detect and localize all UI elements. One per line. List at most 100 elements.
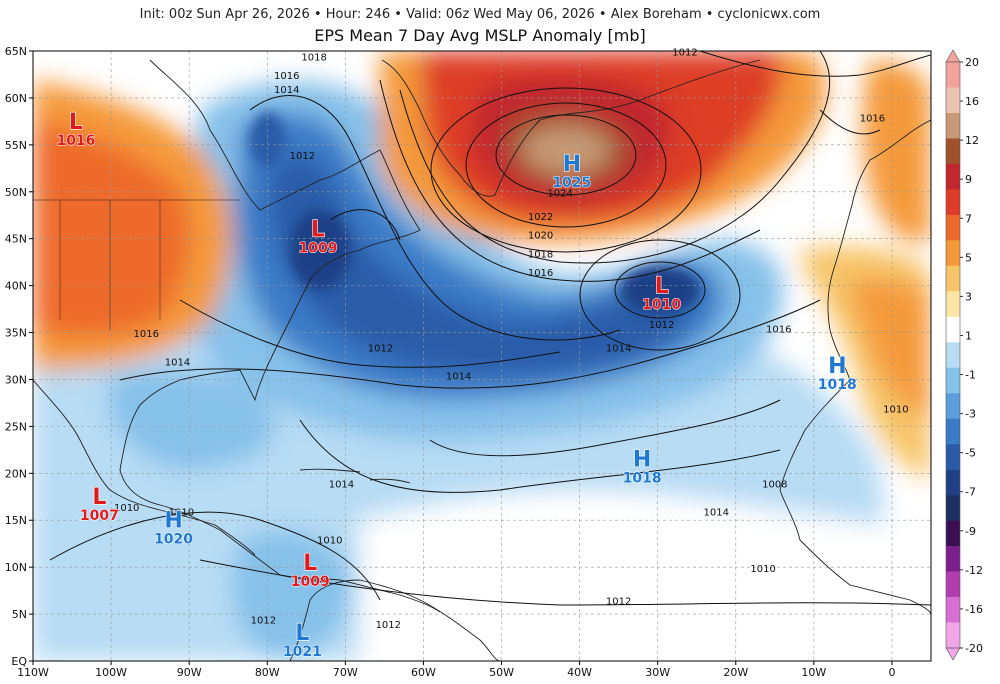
lat-tick-label: 5N xyxy=(12,608,27,621)
isobar-label: 1014 xyxy=(704,508,729,519)
isobar-label: 1018 xyxy=(528,249,553,260)
lon-tick-label: 100W xyxy=(95,666,127,679)
colorbar-swatch xyxy=(946,189,960,216)
colorbar-label: -9 xyxy=(965,525,976,538)
pressure-center-symbol: H xyxy=(164,509,182,534)
colorbar-swatch xyxy=(946,622,960,649)
colorbar-label: -3 xyxy=(965,408,976,421)
lon-tick-label: 60W xyxy=(411,666,436,679)
colorbar-swatch xyxy=(946,546,960,572)
colorbar-label: 12 xyxy=(965,134,979,147)
colorbar-swatch xyxy=(946,393,960,419)
colorbar-swatch xyxy=(946,265,960,292)
axis-labels: 110W 100W 90W 80W 70W 60W 50W 40W 30W 20W 10W 0 EQ 5N… xyxy=(5,45,896,679)
lon-tick-label: 80W xyxy=(255,666,280,679)
isobar-label: 1020 xyxy=(528,231,553,242)
pressure-center-symbol: L xyxy=(295,621,309,646)
anomaly-field xyxy=(33,51,931,661)
colorbar-swatch xyxy=(946,112,960,139)
pressure-center-value: 1020 xyxy=(154,532,193,548)
isobar-label: 1012 xyxy=(649,320,674,331)
pressure-center-value: 1021 xyxy=(283,644,322,660)
isobar-label: 1012 xyxy=(376,620,401,631)
colorbar-swatch xyxy=(946,138,960,165)
pressure-center-symbol: L xyxy=(69,110,83,135)
coastlines xyxy=(33,59,931,661)
lat-tick-label: 20N xyxy=(5,467,27,480)
colorbar-swatch xyxy=(946,87,960,114)
colorbar-label: -7 xyxy=(965,486,976,499)
lon-tick-label: 40W xyxy=(567,666,592,679)
isobar-label: 1014 xyxy=(165,357,190,368)
pressure-center-value: 1007 xyxy=(80,508,119,524)
pressure-center-symbol: L xyxy=(655,274,669,299)
colorbar-bottom-arrow xyxy=(945,647,961,661)
lon-tick-label: 90W xyxy=(177,666,202,679)
lon-tick-label: 10W xyxy=(801,666,826,679)
isobar-label: 1010 xyxy=(883,404,908,415)
colorbar-swatch xyxy=(946,597,960,623)
colorbar-swatch xyxy=(946,163,960,190)
pressure-center-value: 1016 xyxy=(56,133,95,149)
isobar-label: 1016 xyxy=(274,71,299,82)
colorbar-swatch xyxy=(946,214,960,241)
pressure-center-symbol: H xyxy=(828,354,846,379)
isobar-label: 1010 xyxy=(317,536,342,547)
isobar-labels: 1018 1012 1016 1014 1016 1012 1024 1022 1020 1018… xyxy=(114,48,909,631)
pressure-center-symbol: H xyxy=(563,152,581,177)
isobar-label: 1014 xyxy=(329,479,354,490)
lat-tick-label: 30N xyxy=(5,373,27,386)
isobar-label: 1010 xyxy=(114,503,139,514)
lat-tick-label: 65N xyxy=(5,45,27,58)
colorbar-swatch xyxy=(946,316,960,343)
lat-tick-label: 55N xyxy=(5,139,27,152)
isobar-label: 1008 xyxy=(762,479,787,490)
lat-tick-label: 25N xyxy=(5,420,27,433)
colorbar-swatch xyxy=(946,240,960,267)
isobar-label: 1014 xyxy=(274,85,299,96)
colorbar-swatch xyxy=(946,342,960,369)
isobar-label: 1016 xyxy=(860,113,885,124)
isobar-label: 1016 xyxy=(528,268,553,279)
map-frame xyxy=(32,50,932,662)
colorbar-swatch xyxy=(946,495,960,521)
lon-tick-label: 30W xyxy=(645,666,670,679)
pressure-center-symbol: H xyxy=(633,448,651,473)
isobar-label: 1012 xyxy=(290,151,315,162)
colorbar-label: -1 xyxy=(965,369,976,382)
map-subtitle: Init: 00z Sun Apr 26, 2026 • Hour: 246 •… xyxy=(139,7,821,22)
colorbar-swatch xyxy=(946,418,960,445)
map-title: EPS Mean 7 Day Avg MSLP Anomaly [mb] xyxy=(314,26,646,45)
colorbar-swatch xyxy=(946,367,960,394)
isobar-label: 1010 xyxy=(750,564,775,575)
isobar-label: 1010 xyxy=(169,508,194,519)
isobar-label: 1012 xyxy=(251,615,276,626)
colorbar-label: -12 xyxy=(965,564,983,577)
pressure-center-value: 1010 xyxy=(642,297,681,313)
colorbar-label: 1 xyxy=(965,329,972,342)
lat-tick-label: 35N xyxy=(5,327,27,340)
pressure-center-value: 1018 xyxy=(623,471,662,487)
pressure-center-value: 1009 xyxy=(299,241,338,257)
lon-tick-label: 0 xyxy=(888,666,895,679)
colorbar-frame xyxy=(945,61,961,649)
colorbar-swatch xyxy=(946,291,960,318)
isobar-label: 1022 xyxy=(528,212,553,223)
lat-tick-label: 10N xyxy=(5,561,27,574)
colorbar-label: 20 xyxy=(965,56,979,69)
isobar-label: 1012 xyxy=(672,48,697,59)
isobar-label: 1014 xyxy=(606,343,631,354)
lon-tick-label: 20W xyxy=(723,666,748,679)
colorbar-swatch xyxy=(946,469,960,496)
lon-tick-label: 110W xyxy=(17,666,49,679)
colorbar-label: -16 xyxy=(965,603,983,616)
isobar-label: 1012 xyxy=(606,597,631,608)
